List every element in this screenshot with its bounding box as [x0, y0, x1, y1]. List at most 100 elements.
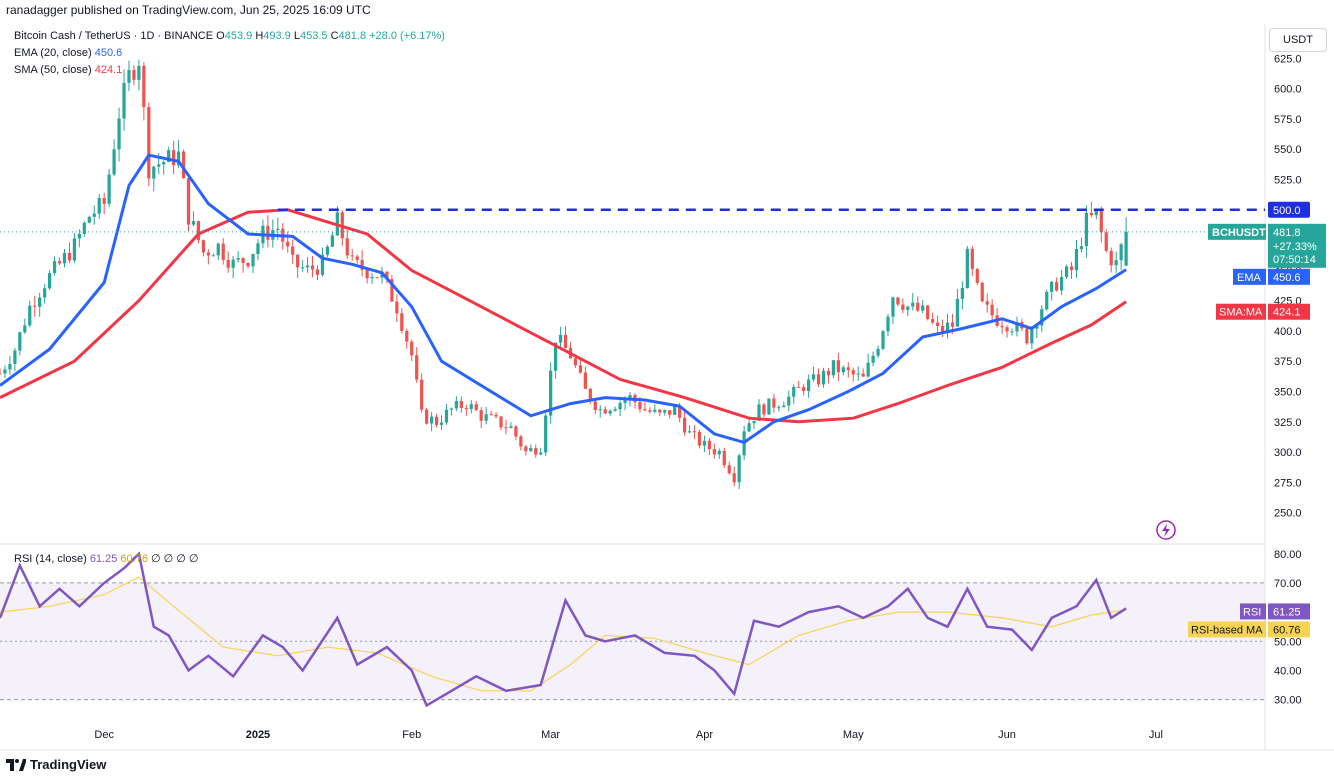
candle-body — [896, 297, 900, 305]
candle-body — [117, 118, 121, 150]
candle-body — [3, 369, 7, 374]
candle-body — [92, 213, 96, 217]
price-tag-timer: 07:50:14 — [1273, 254, 1316, 266]
candle-body — [1040, 309, 1044, 326]
candle-body — [648, 410, 652, 412]
ema-tag-name-bg — [1233, 268, 1266, 285]
candle-body — [395, 301, 399, 314]
candle-body — [459, 401, 463, 409]
ema-tag-bg — [1268, 268, 1310, 285]
candle-body — [841, 367, 845, 373]
candle-body — [871, 355, 875, 363]
candle-body — [375, 277, 379, 279]
price-tick-label: 525.0 — [1274, 174, 1302, 186]
rsi-ma-tag-name-bg — [1188, 621, 1266, 638]
sma-tag-name: SMA:MA — [1219, 307, 1263, 319]
candle-body — [132, 70, 136, 80]
candle-body — [1005, 327, 1009, 332]
sma-line — [0, 208, 1127, 424]
candle-body — [553, 342, 558, 371]
candle-body — [405, 330, 409, 342]
candle-body — [439, 422, 444, 425]
candle-body — [772, 398, 776, 408]
candle-body — [687, 431, 692, 433]
candle-body — [479, 410, 483, 421]
candle-body — [940, 326, 945, 332]
low-label: L — [293, 30, 300, 42]
candle-body — [945, 322, 950, 332]
ema-legend[interactable]: EMA (20, close) 450.6 — [14, 47, 122, 59]
price-tick-label: 600.0 — [1274, 84, 1302, 96]
date-tick-label: Dec — [94, 729, 114, 741]
rsi-ma-legend-value: 60.76 — [120, 553, 148, 565]
candle-body — [782, 405, 786, 408]
candle-body — [747, 423, 751, 432]
candle-body — [241, 258, 245, 263]
candle-body — [425, 409, 429, 424]
rsi-ma-line — [0, 576, 1127, 692]
candle-body — [152, 166, 156, 179]
candle-body — [28, 305, 32, 326]
candle-body — [489, 414, 493, 416]
price-tick-label: 400.0 — [1274, 326, 1302, 338]
candle-body — [539, 452, 543, 455]
candle-body — [499, 416, 503, 428]
candle-body — [236, 258, 240, 260]
candle-body — [112, 149, 116, 175]
price-tag-value: 481.8 — [1273, 227, 1301, 239]
candle-body — [752, 420, 756, 424]
price-tag-bg — [1268, 223, 1326, 268]
candle-body — [1064, 266, 1069, 277]
currency-button[interactable]: USDT — [1269, 28, 1327, 52]
rsi-tick-label: 70.00 — [1274, 578, 1302, 590]
candle-body — [62, 252, 67, 264]
sma-legend-label: SMA (50, close) — [14, 64, 92, 76]
candle-body — [514, 426, 518, 437]
candle-body — [534, 448, 538, 455]
sma-legend[interactable]: SMA (50, close) 424.1 — [14, 64, 122, 76]
candle-body — [127, 70, 131, 83]
rsi-legend[interactable]: RSI (14, close) 61.25 60.76 ∅ ∅ ∅ ∅ — [14, 552, 199, 565]
sma-tag-value: 424.1 — [1273, 307, 1301, 319]
candle-body — [504, 427, 508, 429]
candle-body — [1079, 246, 1084, 250]
candle-body — [276, 228, 280, 230]
candle-body — [1069, 266, 1074, 271]
candle-body — [1089, 212, 1093, 216]
candle-body — [1025, 328, 1029, 344]
candle-body — [980, 282, 984, 302]
rsi-tick-label: 40.00 — [1274, 665, 1302, 677]
ema-legend-value: 450.6 — [94, 47, 123, 59]
candle-body — [663, 410, 667, 413]
candle-body — [370, 277, 374, 279]
candle-body — [469, 404, 473, 410]
candle-body — [454, 401, 459, 409]
symbol-name: Bitcoin Cash / TetherUS · 1D · BINANCE — [14, 30, 214, 42]
price-tag-change: +27.33% — [1273, 241, 1317, 253]
sma-tag-name-bg — [1216, 303, 1266, 320]
candle-body — [266, 225, 270, 240]
candle-body — [8, 363, 12, 370]
candle-body — [638, 402, 642, 410]
candle-body — [434, 416, 439, 425]
candle-body — [43, 288, 47, 298]
ema-tag-value: 450.6 — [1273, 272, 1301, 284]
candle-body — [787, 396, 791, 406]
candle-body — [732, 473, 736, 483]
symbol-legend[interactable]: Bitcoin Cash / TetherUS · 1D · BINANCE O… — [14, 30, 445, 42]
candle-body — [350, 255, 354, 257]
candle-body — [931, 319, 935, 323]
candle-body — [1055, 281, 1059, 291]
candle-body — [1124, 231, 1128, 266]
candle-body — [960, 288, 965, 299]
candle-body — [385, 271, 389, 280]
candle-body — [737, 455, 741, 483]
footer-brand[interactable]: TradingView — [6, 757, 106, 772]
open-value: 453.9 — [224, 30, 253, 42]
candle-body — [444, 409, 449, 423]
candle-body — [792, 386, 796, 397]
candle-body — [221, 243, 225, 260]
price-tick-label: 575.0 — [1274, 114, 1302, 126]
candle-body — [886, 316, 890, 332]
